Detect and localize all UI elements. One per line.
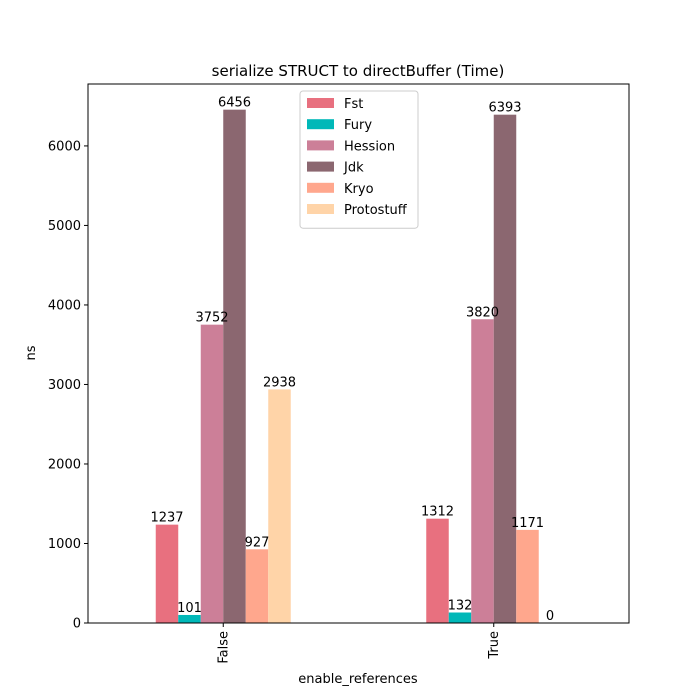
- x-tick-label-false: False: [216, 631, 231, 664]
- data-label-protostuff-true: 0: [546, 609, 554, 624]
- bar-fury-true: [448, 612, 472, 623]
- legend-label-jdk: Jdk: [343, 161, 364, 176]
- bar-fst-true: [426, 518, 449, 623]
- y-tick-label-0: 0: [73, 617, 81, 632]
- legend-swatch-hession: [307, 140, 334, 151]
- x-tick-label-true: True: [487, 631, 502, 660]
- plot-area-frame: [87, 83, 630, 624]
- y-tick-label-4000: 4000: [48, 298, 81, 313]
- legend-swatch-protostuff: [307, 204, 334, 214]
- bar-kryo-true: [516, 529, 539, 623]
- data-label-hession-false: 3752: [195, 311, 228, 326]
- bar-protostuff-false: [268, 389, 291, 623]
- y-axis-label: ns: [24, 345, 39, 360]
- bar-jdk-false: [223, 109, 246, 623]
- bar-kryo-false: [245, 549, 269, 623]
- y-tick-label-6000: 6000: [48, 139, 81, 154]
- legend-swatch-jdk: [307, 161, 334, 172]
- data-label-kryo-true: 1171: [511, 516, 544, 531]
- legend: Fst Fury Hession Jdk Kryo Protostuff: [299, 90, 419, 229]
- bar-hession-true: [471, 319, 494, 623]
- bar-jdk-true: [493, 114, 517, 623]
- legend-label-protostuff: Protostuff: [344, 203, 408, 218]
- data-label-hession-true: 3820: [466, 305, 499, 320]
- bar-hession-false: [200, 324, 224, 623]
- legend-swatch-fst: [307, 98, 334, 108]
- y-axis: 0 1000 2000 3000 4000 5000 6000: [48, 139, 88, 632]
- chart-title: serialize STRUCT to directBuffer (Time): [212, 62, 505, 80]
- data-label-jdk-false: 6456: [218, 96, 251, 111]
- bar-fury-false: [178, 614, 201, 623]
- data-label-fury-false: 101: [177, 601, 202, 616]
- data-label-fst-true: 1312: [421, 505, 454, 520]
- bar-fst-false: [155, 524, 179, 623]
- legend-swatch-kryo: [307, 182, 334, 193]
- legend-label-fst: Fst: [344, 97, 363, 112]
- bars-group: [155, 109, 539, 623]
- x-axis: False True: [216, 623, 502, 664]
- legend-label-kryo: Kryo: [344, 182, 374, 197]
- data-label-protostuff-false: 2938: [263, 375, 296, 390]
- data-label-kryo-false: 927: [245, 535, 270, 550]
- y-tick-label-1000: 1000: [48, 537, 81, 552]
- legend-label-hession: Hession: [344, 139, 395, 154]
- data-label-fury-true: 132: [448, 599, 473, 614]
- data-labels-group: 1237 101 3752 6456 927 2938 1312 132 3820 6393 117…: [150, 96, 554, 624]
- data-label-fst-false: 1237: [150, 511, 183, 526]
- y-tick-label-2000: 2000: [48, 457, 81, 472]
- y-tick-label-5000: 5000: [48, 219, 81, 234]
- legend-label-fury: Fury: [344, 118, 372, 133]
- y-tick-label-3000: 3000: [48, 378, 81, 393]
- x-axis-label: enable_references: [298, 672, 418, 687]
- legend-swatch-fury: [307, 119, 334, 130]
- data-label-jdk-true: 6393: [488, 101, 521, 116]
